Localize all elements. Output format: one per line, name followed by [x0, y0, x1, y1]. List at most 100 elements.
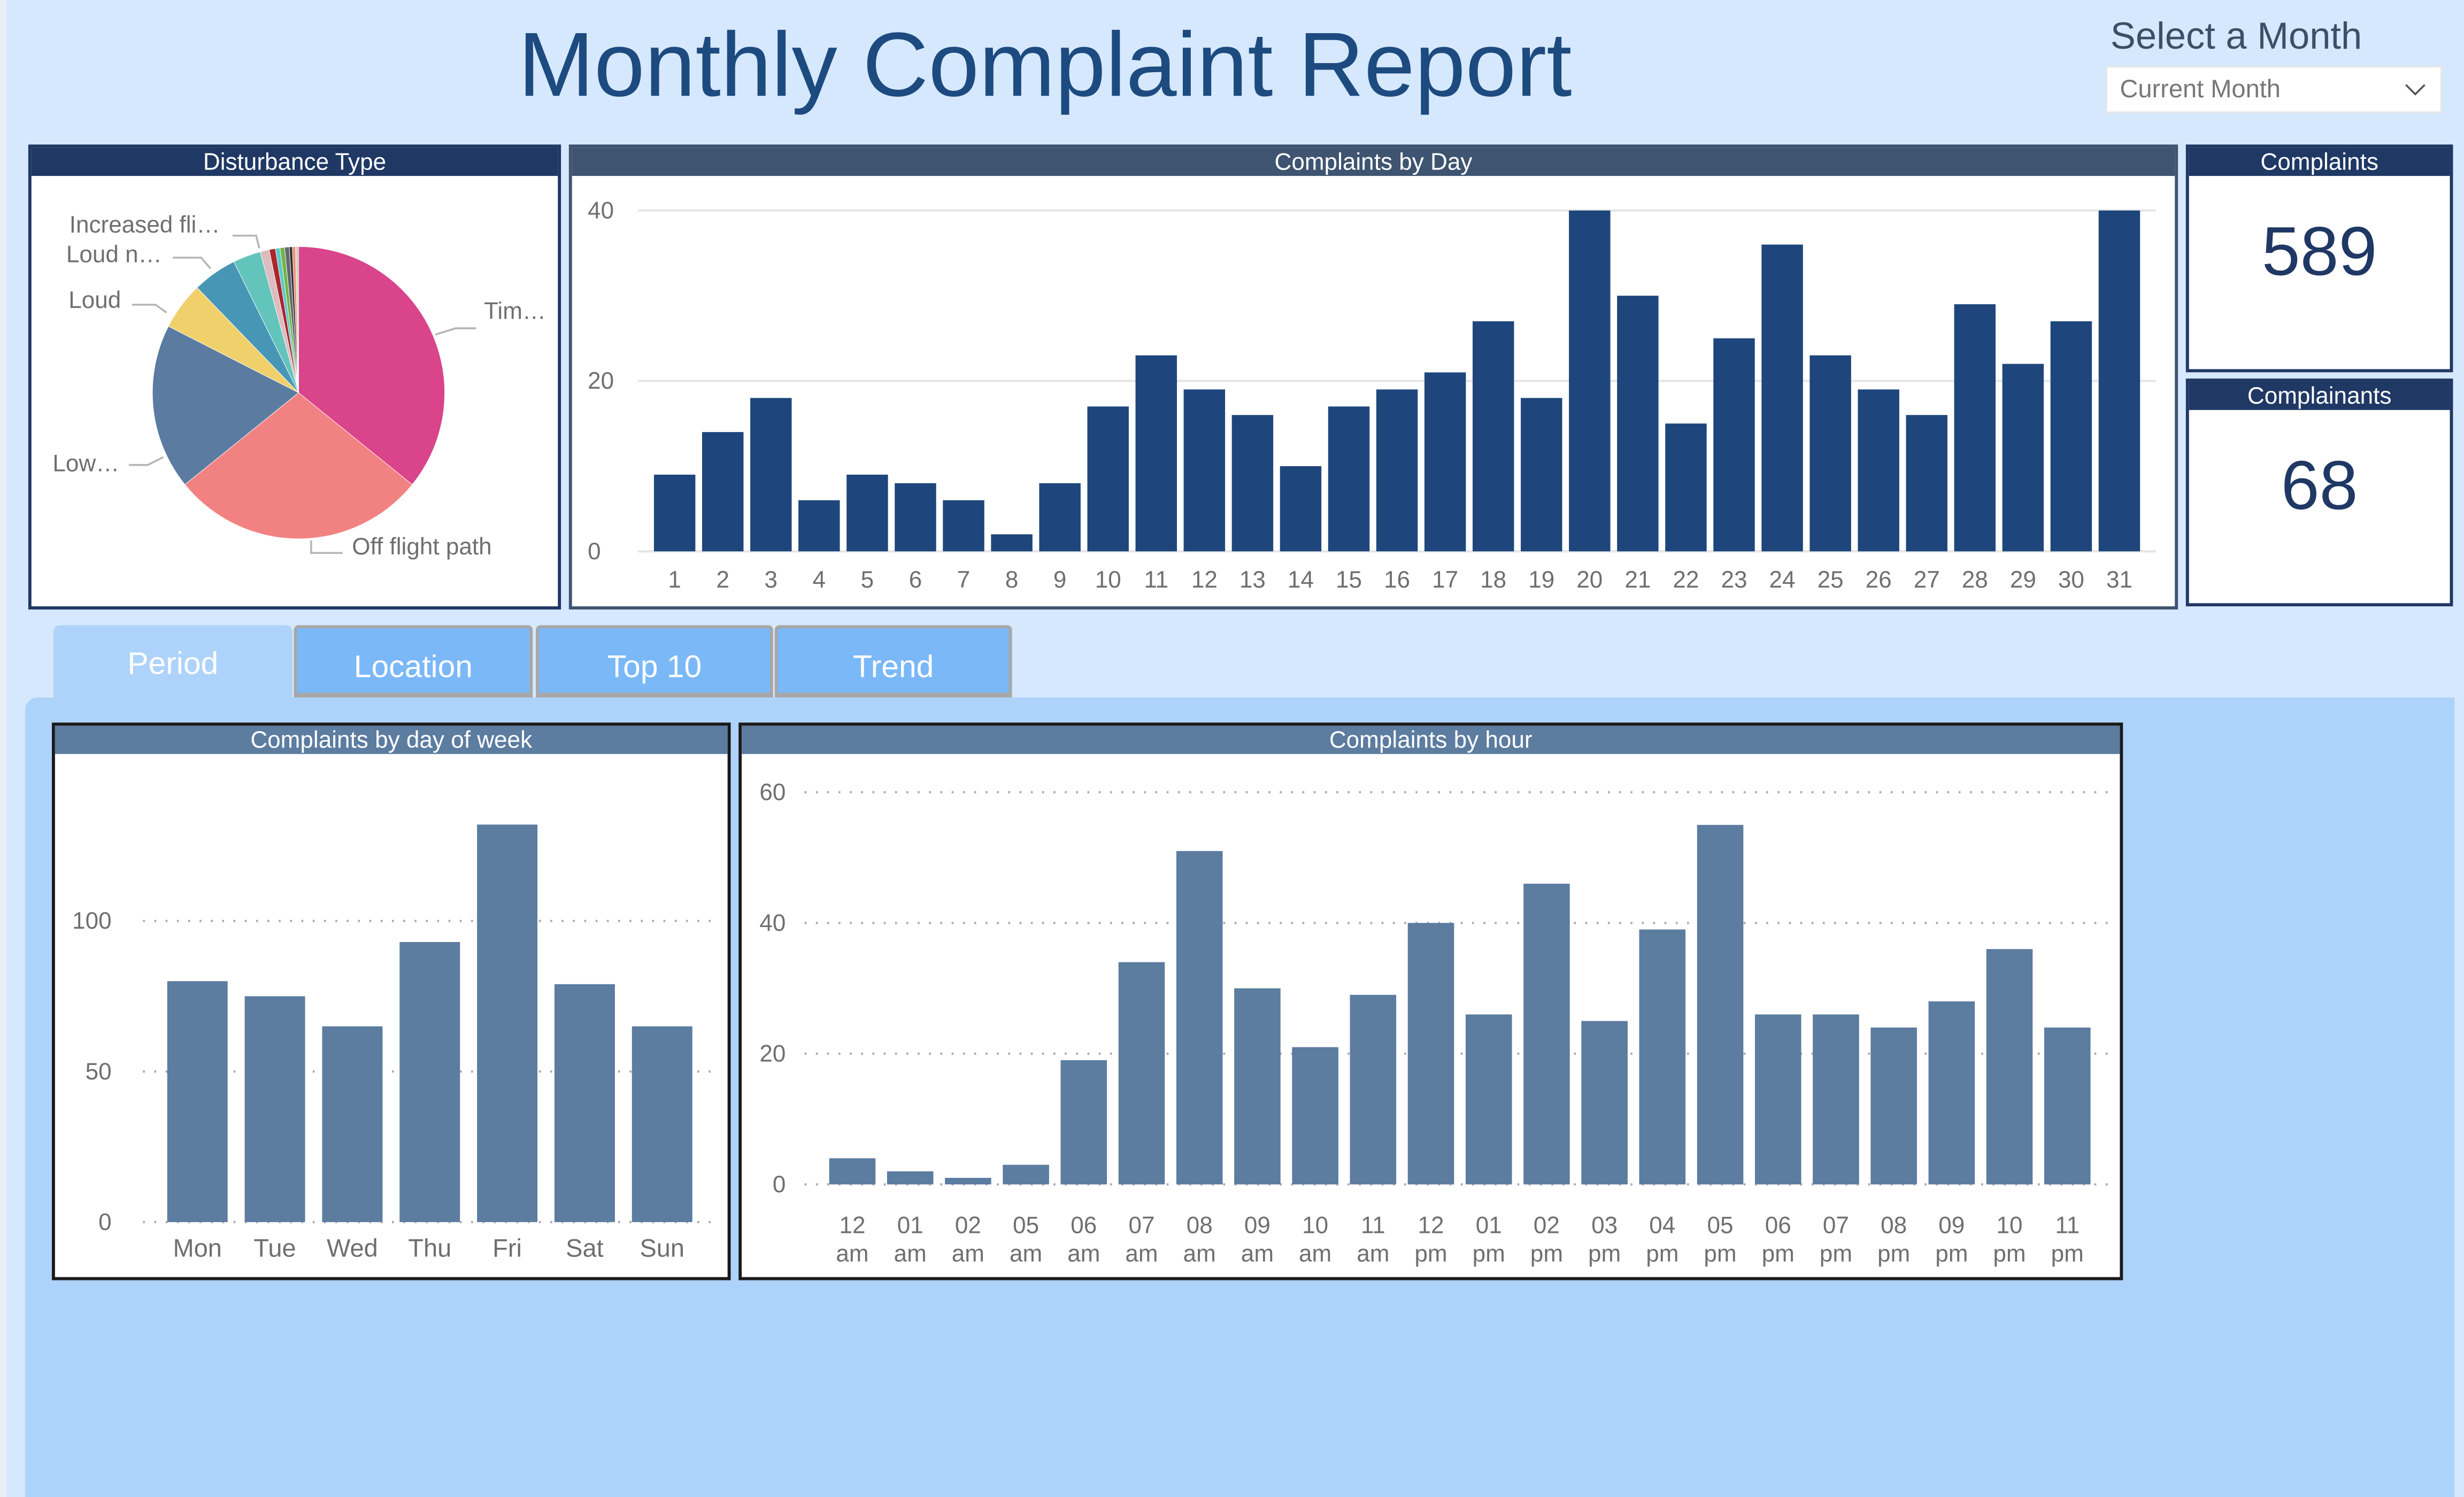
leader-line	[310, 540, 343, 554]
disturbance-pie-chart: Tim… Off flight path Low… Loud Loud n… Increa…	[52, 212, 546, 560]
x-tick-label: 9	[1053, 567, 1067, 593]
window-edge	[0, 0, 6, 1497]
bar	[702, 432, 744, 552]
bar	[1906, 415, 1947, 552]
x-tick-label: 05	[1013, 1212, 1039, 1238]
chevron-down-icon	[2405, 84, 2426, 96]
x-tick-label: 28	[1962, 567, 1988, 593]
x-tick-label: 02	[955, 1212, 981, 1238]
x-tick-label: pm	[1588, 1240, 1621, 1267]
x-tick-label: 15	[1336, 567, 1362, 593]
x-tick-label: pm	[1820, 1240, 1852, 1267]
x-tick-label: Wed	[327, 1233, 378, 1262]
complaints-by-weekday-panel: Complaints by day of week 0 50 100 Mon Tue We…	[51, 722, 731, 1280]
x-tick-label: 4	[813, 567, 826, 593]
x-tick-label: pm	[1646, 1240, 1678, 1267]
month-selector-label: Select a Month	[2110, 16, 2362, 58]
bar	[1754, 1014, 1801, 1185]
x-tick-label: Sat	[566, 1233, 604, 1262]
tab-trend[interactable]: Trend	[774, 625, 1012, 698]
y-tick-label: 50	[86, 1059, 112, 1085]
x-tick-label: 05	[1707, 1212, 1734, 1238]
bar	[895, 483, 936, 552]
x-tick-label: 18	[1480, 567, 1506, 593]
bar	[1280, 466, 1322, 552]
x-tick-label: 1	[668, 567, 681, 593]
x-tick-label: am	[1357, 1240, 1389, 1267]
tab-location[interactable]: Location	[294, 625, 533, 698]
x-tick-label: pm	[1762, 1240, 1795, 1267]
month-dropdown-value: Current Month	[2120, 76, 2281, 104]
x-tick-label: 06	[1071, 1212, 1097, 1238]
x-tick-label: 5	[861, 567, 874, 593]
bar	[1472, 321, 1514, 552]
bar	[1639, 929, 1686, 1185]
bar	[1858, 389, 1899, 552]
bar	[1810, 355, 1851, 552]
x-tick-label: Fri	[492, 1233, 522, 1262]
x-tick-label: 8	[1005, 567, 1019, 593]
bar	[1183, 389, 1226, 552]
x-tick-label: 13	[1239, 567, 1266, 593]
pie-slice	[184, 392, 413, 539]
bar	[477, 824, 538, 1222]
bar	[1407, 923, 1454, 1185]
bar	[1954, 304, 1996, 552]
bar	[1665, 423, 1707, 552]
bar	[2002, 364, 2044, 552]
complaints-by-weekday-title: Complaints by day of week	[55, 726, 728, 754]
bar	[1231, 415, 1274, 552]
bar	[1928, 1001, 1975, 1185]
x-tick-label: am	[952, 1240, 984, 1267]
complaints-kpi-label: Complaints	[2189, 148, 2450, 176]
x-tick-label: 10	[1302, 1212, 1328, 1238]
x-tick-label: 12	[840, 1212, 866, 1238]
bar	[554, 984, 615, 1222]
disturbance-type-panel: Disturbance Type Tim… Off flight path Low……	[28, 144, 561, 609]
complainants-kpi-label: Complainants	[2189, 381, 2450, 410]
pie-label: Tim…	[484, 298, 546, 324]
complaints-by-hour-panel: Complaints by hour 0 20 40 60 12 am 01 am 02 am 05…	[738, 722, 2123, 1280]
x-tick-label: 31	[2106, 567, 2132, 593]
y-tick-label: 40	[759, 910, 786, 936]
bar	[1581, 1021, 1628, 1185]
complainants-kpi-card: Complainants 68	[2185, 379, 2453, 607]
x-tick-label: am	[1067, 1240, 1100, 1267]
x-tick-label: pm	[1935, 1240, 1968, 1267]
leader-line	[435, 327, 476, 336]
x-tick-label: 20	[1576, 567, 1603, 593]
x-tick-label: Mon	[173, 1233, 222, 1262]
pie-label: Increased fli…	[70, 212, 220, 238]
month-dropdown[interactable]: Current Month	[2105, 66, 2442, 113]
leader-line	[232, 234, 260, 249]
bar	[1292, 1047, 1338, 1185]
bar	[1376, 389, 1418, 552]
pie-label: Off flight path	[352, 534, 491, 560]
x-tick-label: pm	[1414, 1240, 1447, 1267]
x-tick-label: 12	[1418, 1212, 1444, 1238]
bar	[846, 474, 888, 552]
y-tick-label: 40	[588, 197, 614, 223]
pie-label: Loud n…	[66, 242, 162, 268]
x-tick-label: 26	[1866, 567, 1892, 593]
bar	[1060, 1060, 1107, 1185]
x-tick-label: 08	[1881, 1212, 1907, 1238]
tab-top-10[interactable]: Top 10	[536, 625, 773, 698]
pie-slice	[152, 326, 299, 485]
x-tick-label: pm	[1473, 1240, 1505, 1267]
x-tick-label: 14	[1288, 567, 1314, 593]
bar	[1465, 1014, 1512, 1185]
x-tick-label: 21	[1624, 567, 1651, 593]
bar	[1003, 1164, 1049, 1185]
x-tick-label: am	[1183, 1240, 1216, 1267]
x-tick-label: 01	[1476, 1212, 1502, 1238]
bar	[1523, 883, 1570, 1185]
x-tick-label: 29	[2010, 567, 2036, 593]
x-tick-label: 07	[1823, 1212, 1849, 1238]
bar	[1986, 949, 2033, 1185]
complainants-kpi-value: 68	[2281, 447, 2358, 525]
tab-period[interactable]: Period	[53, 625, 292, 704]
x-tick-label: Thu	[408, 1233, 451, 1262]
y-tick-label: 60	[759, 779, 786, 805]
